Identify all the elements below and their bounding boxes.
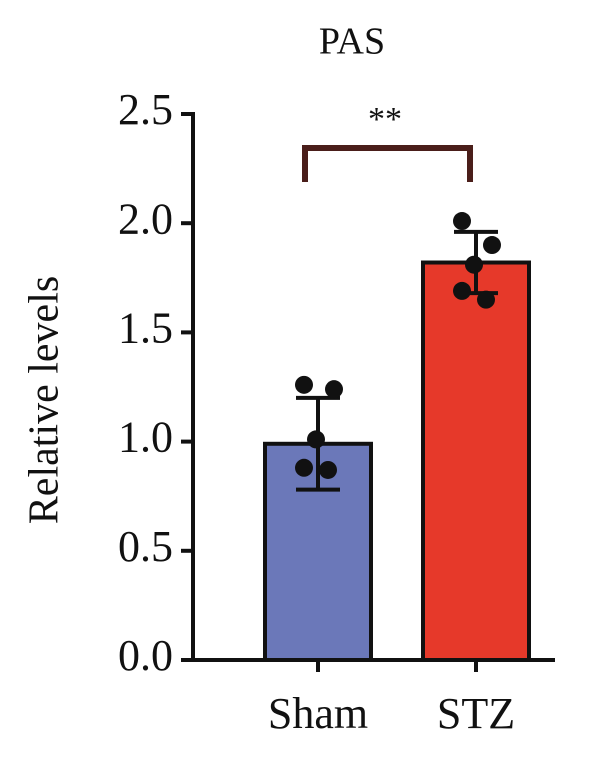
- data-point: [319, 460, 337, 479]
- data-point: [477, 290, 495, 309]
- significance-bracket: [302, 145, 473, 182]
- y-tick-label: 1.0: [118, 413, 173, 462]
- y-tick-label: 2.5: [118, 85, 173, 134]
- y-tick-label: 0.5: [118, 522, 173, 571]
- y-tick-label: 0.0: [118, 631, 173, 680]
- data-point: [453, 212, 471, 231]
- x-tick-label: Sham: [268, 689, 368, 738]
- data-point: [465, 255, 483, 274]
- bar: [421, 260, 531, 662]
- x-tick-label: STZ: [437, 689, 515, 738]
- data-point: [295, 458, 313, 477]
- data-point: [453, 281, 471, 300]
- y-tick-label: 2.0: [118, 194, 173, 243]
- data-point: [325, 380, 343, 399]
- chart-title: PAS: [319, 21, 385, 63]
- y-axis-label: Relative levels: [22, 276, 68, 524]
- data-point: [295, 375, 313, 394]
- y-tick-label: 1.5: [118, 303, 173, 352]
- significance-label: **: [368, 101, 402, 138]
- data-point: [307, 430, 325, 449]
- data-point: [483, 236, 501, 255]
